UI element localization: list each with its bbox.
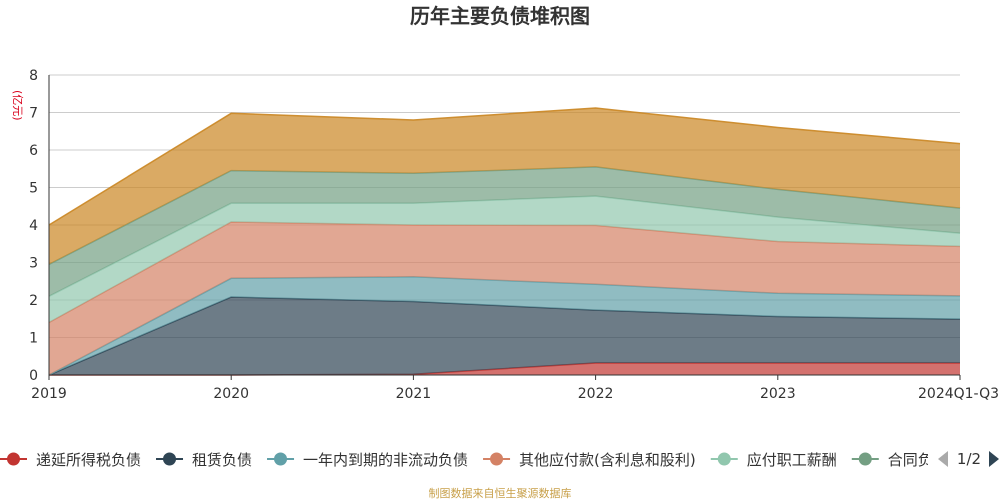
- legend-dot-marker: [717, 452, 731, 466]
- legend-label: 合同负: [888, 451, 933, 469]
- series-area: [49, 196, 960, 323]
- pager-prev-icon[interactable]: [938, 451, 948, 467]
- legend-label: 租赁负债: [192, 451, 252, 469]
- legend: 递延所得税负债 租赁负债 一年内到期的非流动负债 其他应付款(含利息和股利) 应付职工薪…: [0, 451, 933, 469]
- legend-item[interactable]: 递延所得税负债: [0, 451, 141, 469]
- x-tick-label: 2024Q1-Q3: [918, 386, 999, 402]
- y-tick-label: 6: [29, 143, 38, 159]
- legend-label: 一年内到期的非流动负债: [303, 451, 468, 469]
- x-tick-label: 2021: [396, 386, 432, 402]
- legend-dot-marker: [858, 452, 872, 466]
- pager-next-icon[interactable]: [989, 451, 999, 467]
- legend-label: 其他应付款(含利息和股利): [519, 451, 696, 469]
- legend-item[interactable]: 应付职工薪酬: [710, 451, 837, 469]
- legend-dot-marker: [7, 452, 20, 466]
- y-tick-label: 7: [29, 106, 38, 122]
- legend-items: 递延所得税负债 租赁负债 一年内到期的非流动负债 其他应付款(含利息和股利) 应付职工薪…: [0, 451, 933, 469]
- series-line: [48, 107, 961, 226]
- legend-dot-marker: [274, 452, 288, 466]
- axes: 0 1 2 3 4 5 6 7 8 2019 2020 2021 2022 2023 2024Q1-Q3: [29, 68, 999, 402]
- series-area: [49, 222, 960, 375]
- y-tick-label: 4: [29, 218, 38, 234]
- series-area: [49, 297, 960, 375]
- legend-pager: 1/2: [938, 450, 999, 468]
- y-tick-label: 5: [29, 181, 38, 197]
- y-tick-label: 8: [29, 68, 38, 84]
- y-tick-label: 1: [29, 331, 38, 347]
- legend-item[interactable]: 合同负: [851, 451, 933, 469]
- legend-item[interactable]: 一年内到期的非流动负债: [267, 451, 468, 469]
- y-tick-label: 0: [29, 368, 38, 384]
- x-tick-label: 2020: [213, 386, 249, 402]
- x-tick-label: 2023: [760, 386, 796, 402]
- unit-label: (亿元): [11, 90, 24, 121]
- legend-label: 递延所得税负债: [36, 451, 141, 469]
- series-area: [49, 108, 960, 265]
- legend-item[interactable]: 其他应付款(含利息和股利): [483, 451, 696, 469]
- chart-title: 历年主要负债堆积图: [410, 4, 590, 28]
- legend-label: 应付职工薪酬: [747, 451, 837, 469]
- source-note: 制图数据来自恒生聚源数据库: [429, 486, 572, 500]
- y-tick-label: 2: [29, 293, 38, 309]
- legend-item[interactable]: 租赁负债: [156, 451, 252, 469]
- series-area: [49, 166, 960, 297]
- y-tick-label: 3: [29, 256, 38, 272]
- x-tick-label: 2022: [578, 386, 614, 402]
- series-area: [49, 276, 960, 375]
- legend-dot-marker: [490, 452, 504, 466]
- series-areas: [48, 107, 961, 376]
- pager-label: 1/2: [957, 450, 981, 468]
- legend-dot-marker: [163, 452, 177, 466]
- x-tick-label: 2019: [31, 386, 67, 402]
